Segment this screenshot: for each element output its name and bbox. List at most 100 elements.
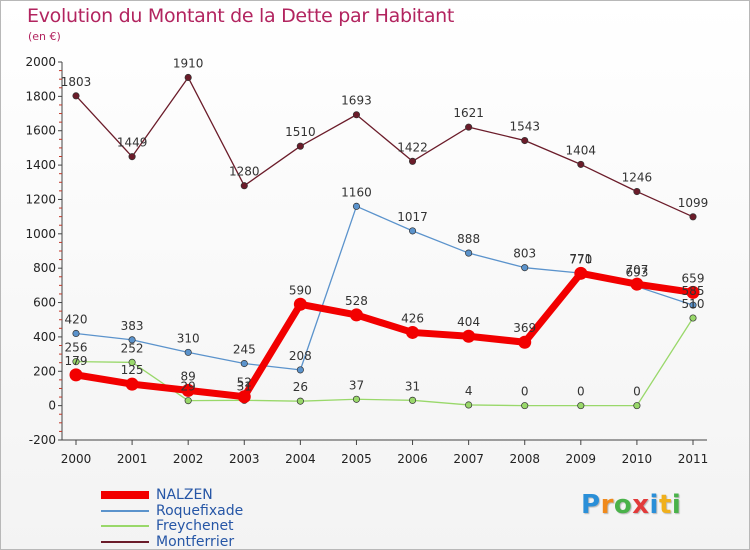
data-label-montferrier: 1803 xyxy=(61,75,92,89)
x-tick-label: 2011 xyxy=(678,452,709,466)
data-label-freychenet: 0 xyxy=(633,385,641,399)
data-label-montferrier: 1422 xyxy=(397,140,428,154)
y-tick-label: 0 xyxy=(48,399,56,413)
data-point-nalzen xyxy=(69,368,83,382)
data-point-montferrier xyxy=(633,188,641,196)
series-line-montferrier xyxy=(75,76,694,218)
data-label-roquefixade: 310 xyxy=(177,331,200,345)
data-label-roquefixade: 208 xyxy=(289,349,312,363)
data-label-nalzen: 659 xyxy=(682,271,705,285)
data-point-nalzen xyxy=(574,266,588,280)
x-tick-label: 2005 xyxy=(341,452,372,466)
data-label-montferrier: 1404 xyxy=(566,143,597,157)
data-label-montferrier: 1246 xyxy=(622,171,653,185)
data-point-roquefixade xyxy=(352,202,361,210)
data-label-montferrier: 1099 xyxy=(678,196,709,210)
x-tick-label: 2010 xyxy=(622,452,653,466)
data-point-nalzen xyxy=(349,308,363,322)
x-tick-label: 2008 xyxy=(509,452,540,466)
data-label-freychenet: 29 xyxy=(181,380,196,394)
data-point-montferrier xyxy=(184,73,192,82)
legend-swatch-roquefixade xyxy=(101,509,149,512)
data-point-nalzen xyxy=(462,329,476,343)
data-point-montferrier xyxy=(240,182,248,190)
legend-label-nalzen: NALZEN xyxy=(156,487,213,503)
x-tick-label: 2000 xyxy=(61,452,92,466)
data-point-montferrier xyxy=(465,123,473,131)
legend-label-roquefixade: Roquefixade xyxy=(156,502,244,519)
data-label-nalzen: 52 xyxy=(237,376,252,390)
logo-letter: x xyxy=(632,490,650,520)
series-layer xyxy=(69,73,700,410)
chart-subtitle: (en €) xyxy=(28,30,61,43)
data-point-montferrier xyxy=(577,160,585,168)
data-point-roquefixade xyxy=(240,359,248,368)
data-label-freychenet: 37 xyxy=(349,378,364,392)
proxiti-logo: Proxiti xyxy=(581,490,681,520)
data-point-freychenet xyxy=(689,314,697,322)
data-point-roquefixade xyxy=(128,336,136,344)
x-tick-label: 2006 xyxy=(397,452,428,466)
data-label-roquefixade: 888 xyxy=(457,232,480,246)
logo-letter: t xyxy=(658,490,672,520)
data-point-montferrier xyxy=(128,153,136,161)
data-point-montferrier xyxy=(521,136,529,145)
y-tick-label: 400 xyxy=(33,330,56,344)
data-point-freychenet xyxy=(465,401,473,409)
data-point-nalzen xyxy=(686,285,700,299)
chart-axes: -200020040060080010001200140016001800200… xyxy=(25,55,708,466)
data-point-freychenet xyxy=(296,397,304,405)
legend-swatch-montferrier xyxy=(101,540,149,543)
data-label-freychenet: 252 xyxy=(121,341,144,355)
y-tick-label: 1800 xyxy=(25,89,56,103)
y-tick-label: 1000 xyxy=(25,227,56,241)
data-point-roquefixade xyxy=(72,329,80,338)
data-label-freychenet: 26 xyxy=(293,380,308,394)
x-tick-label: 2002 xyxy=(173,452,204,466)
data-point-nalzen xyxy=(630,277,644,291)
y-tick-label: 1600 xyxy=(25,124,56,138)
data-label-nalzen: 369 xyxy=(513,321,536,335)
y-tick-label: 600 xyxy=(33,296,56,310)
data-label-nalzen: 770 xyxy=(569,252,592,266)
data-point-montferrier xyxy=(72,92,80,100)
x-tick-label: 2001 xyxy=(117,452,148,466)
x-tick-label: 2009 xyxy=(566,452,597,466)
data-label-freychenet: 0 xyxy=(577,385,585,399)
data-point-freychenet xyxy=(521,402,529,410)
data-label-nalzen: 125 xyxy=(121,363,144,377)
data-label-nalzen: 590 xyxy=(289,283,312,297)
logo-letter: i xyxy=(671,490,682,520)
legend-label-montferrier: Montferrier xyxy=(156,533,235,550)
logo-letter: r xyxy=(600,490,614,520)
data-label-roquefixade: 1160 xyxy=(341,185,372,199)
data-point-montferrier xyxy=(296,142,304,150)
data-point-nalzen xyxy=(237,390,251,404)
data-label-nalzen: 707 xyxy=(625,263,648,277)
logo-letter: o xyxy=(613,490,633,520)
data-point-freychenet xyxy=(184,397,192,405)
x-tick-label: 2007 xyxy=(453,452,484,466)
data-label-nalzen: 89 xyxy=(181,369,196,383)
data-point-montferrier xyxy=(689,213,697,221)
data-point-montferrier xyxy=(408,157,417,165)
series-line-roquefixade xyxy=(75,205,694,371)
y-tick-label: 2000 xyxy=(25,55,56,69)
data-point-montferrier xyxy=(352,111,361,119)
data-label-freychenet: 510 xyxy=(682,297,705,311)
data-label-freychenet: 4 xyxy=(465,384,473,398)
data-label-montferrier: 1693 xyxy=(341,94,372,108)
legend-label-freychenet: Freychenet xyxy=(156,518,234,534)
x-tick-label: 2004 xyxy=(285,452,316,466)
x-tick-label: 2003 xyxy=(229,452,260,466)
y-tick-label: -200 xyxy=(29,433,56,447)
legend-swatch-freychenet xyxy=(101,525,149,527)
legend-swatch-nalzen xyxy=(101,491,149,499)
data-label-nalzen: 426 xyxy=(401,311,424,325)
data-label-freychenet: 256 xyxy=(65,341,88,355)
data-label-roquefixade: 803 xyxy=(513,247,536,261)
data-point-roquefixade xyxy=(296,366,304,374)
data-point-nalzen xyxy=(293,297,307,311)
data-point-nalzen xyxy=(181,383,195,397)
